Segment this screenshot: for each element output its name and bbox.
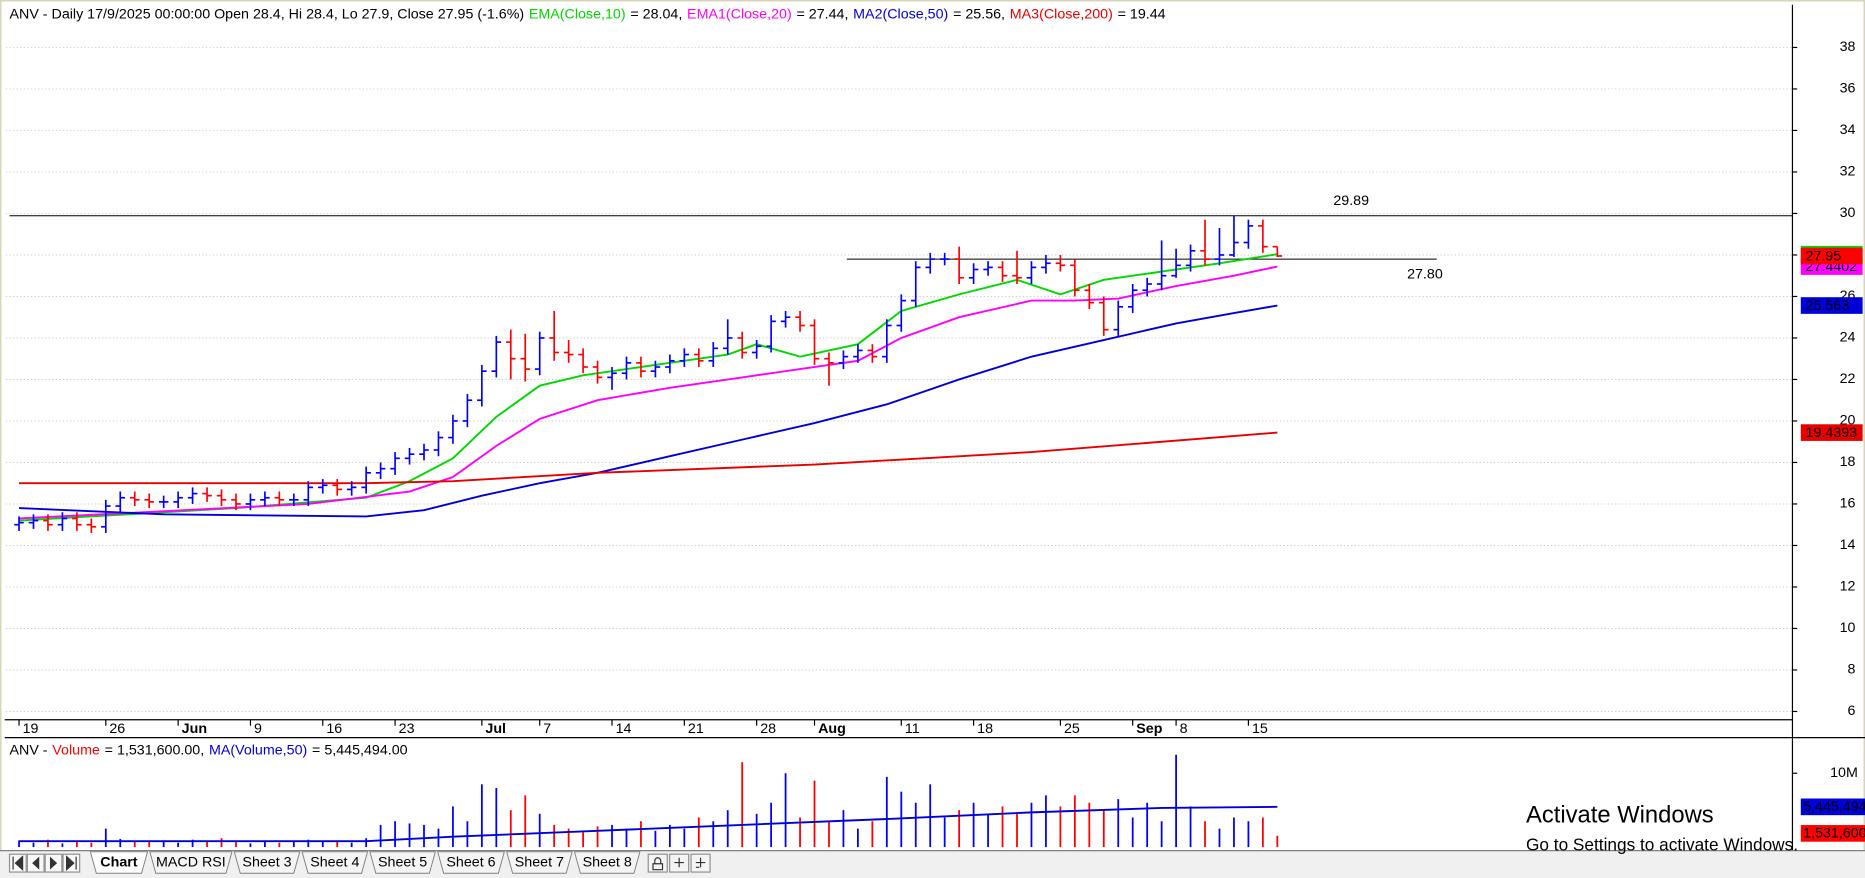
legend-value: = 5,445,494.00 (312, 742, 408, 758)
sheet-tab-label: Chart (100, 854, 137, 870)
legend-value: = 28.04, (630, 6, 682, 22)
x-tick-label: 14 (616, 721, 632, 737)
nav-last-icon (66, 855, 77, 872)
sheet-tab[interactable] (369, 851, 436, 874)
sheet-tab-label: Sheet 4 (310, 854, 359, 870)
sheet-tab-label: Sheet 8 (583, 854, 632, 870)
volume-value-box (1800, 798, 1865, 816)
x-tick-label: 23 (399, 721, 415, 737)
horizontal-line-label: 27.80 (1407, 266, 1443, 282)
x-tick-label: Jun (182, 721, 207, 737)
sheet-tab[interactable] (149, 851, 233, 874)
y-tick-label: 18 (1840, 454, 1856, 470)
y-tick-label: 10M (1830, 765, 1858, 781)
volume-value-text: 1,531,600 (1803, 826, 1865, 842)
x-tick-label: 25 (1064, 721, 1080, 737)
y-tick-label: 12 (1840, 579, 1856, 595)
x-tick-label: 18 (977, 721, 993, 737)
sheet-tab-label: Sheet 7 (515, 854, 564, 870)
watermark-title: Activate Windows (1526, 801, 1714, 828)
last-value-box (1800, 424, 1863, 441)
sheet-tab[interactable] (89, 851, 149, 874)
sheet-tab[interactable] (506, 851, 573, 874)
legend-name: MA(Volume,50) (209, 742, 307, 758)
legend-value: = 1,531,600.00, (105, 742, 205, 758)
volume-title: ANV - (10, 742, 48, 758)
y-tick-label: 14 (1840, 537, 1856, 553)
volume-value-text: 5,445,494 (1803, 799, 1865, 815)
last-value-text: 25.563 (1806, 298, 1850, 314)
ma-line (19, 805, 1278, 843)
x-tick-label: Aug (818, 721, 846, 737)
x-tick-label: 21 (688, 721, 704, 737)
tool-icon-a (674, 857, 684, 868)
y-tick-label: 36 (1840, 81, 1856, 97)
y-tick-label: 16 (1840, 496, 1856, 512)
nav-next-icon (49, 856, 58, 870)
ma-line (18, 304, 1278, 518)
sheet-tab-label: Sheet 3 (242, 854, 291, 870)
y-tick-label: 30 (1840, 205, 1856, 221)
y-tick-label: 10 (1840, 620, 1856, 636)
ma-line (18, 265, 1278, 520)
y-tick-label: 34 (1840, 122, 1856, 138)
legend-value: = 19.44 (1118, 6, 1166, 22)
price-legend: ANV - Daily 17/9/2025 00:00:00 Open 28.4… (10, 6, 1166, 22)
volume-legend: ANV - Volume = 1,531,600.00, MA(Volume,50) =… (10, 742, 408, 758)
sheet-tab[interactable] (233, 851, 301, 874)
sheet-tab[interactable] (301, 851, 369, 874)
x-tick-label: 15 (1252, 721, 1268, 737)
legend-name: MA2(Close,50) (853, 6, 948, 22)
y-tick-label: 6 (1848, 703, 1856, 719)
x-tick-label: 7 (543, 721, 551, 737)
sheet-tab-label: Sheet 6 (446, 854, 495, 870)
x-tick-label: Jul (485, 721, 506, 737)
x-tick-label: 16 (326, 721, 342, 737)
x-tick-label: 9 (254, 721, 262, 737)
nav-prev-icon (32, 856, 40, 870)
x-tick-label: 8 (1180, 721, 1188, 737)
x-tick-label: 19 (23, 721, 39, 737)
sheet-tab-label: Sheet 5 (378, 854, 427, 870)
legend-value: = 25.56, (953, 6, 1005, 22)
y-tick-label: 32 (1840, 164, 1856, 180)
x-tick-label: 11 (905, 721, 920, 737)
y-tick-label: 8 (1848, 662, 1856, 678)
close-value-text: 27.95 (1806, 248, 1842, 264)
sheet-tab-label: MACD RSI (156, 854, 226, 870)
sheet-tab[interactable] (437, 851, 505, 874)
y-tick-label: 24 (1840, 330, 1856, 346)
legend-value: = 27.44, (796, 6, 848, 22)
y-tick-label: 38 (1840, 39, 1856, 55)
last-value-box (1800, 297, 1863, 314)
watermark-subtitle: Go to Settings to activate Windows. (1526, 834, 1798, 854)
close-value-box (1800, 247, 1863, 265)
legend-name: EMA1(Close,20) (687, 6, 792, 22)
sheet-tab[interactable] (573, 851, 641, 874)
y-tick-label: 22 (1840, 371, 1856, 387)
lock-icon (652, 857, 664, 871)
tab-tools (647, 853, 711, 873)
legend-name: EMA(Close,10) (529, 6, 626, 22)
legend-name: MA3(Close,200) (1010, 6, 1113, 22)
price-title: ANV - Daily 17/9/2025 00:00:00 Open 28.4… (10, 6, 525, 22)
tool-icon-b (695, 857, 706, 868)
last-value-text: 19.4393 (1806, 425, 1858, 441)
x-tick-label: 28 (760, 721, 776, 737)
nav-buttons (8, 853, 81, 873)
nav-first-icon (12, 855, 24, 872)
x-tick-label: 26 (109, 721, 125, 737)
horizontal-line-label: 29.89 (1333, 193, 1369, 209)
x-tick-label: Sep (1136, 721, 1162, 737)
volume-value-box (1800, 825, 1865, 842)
legend-name: Volume (52, 742, 100, 758)
